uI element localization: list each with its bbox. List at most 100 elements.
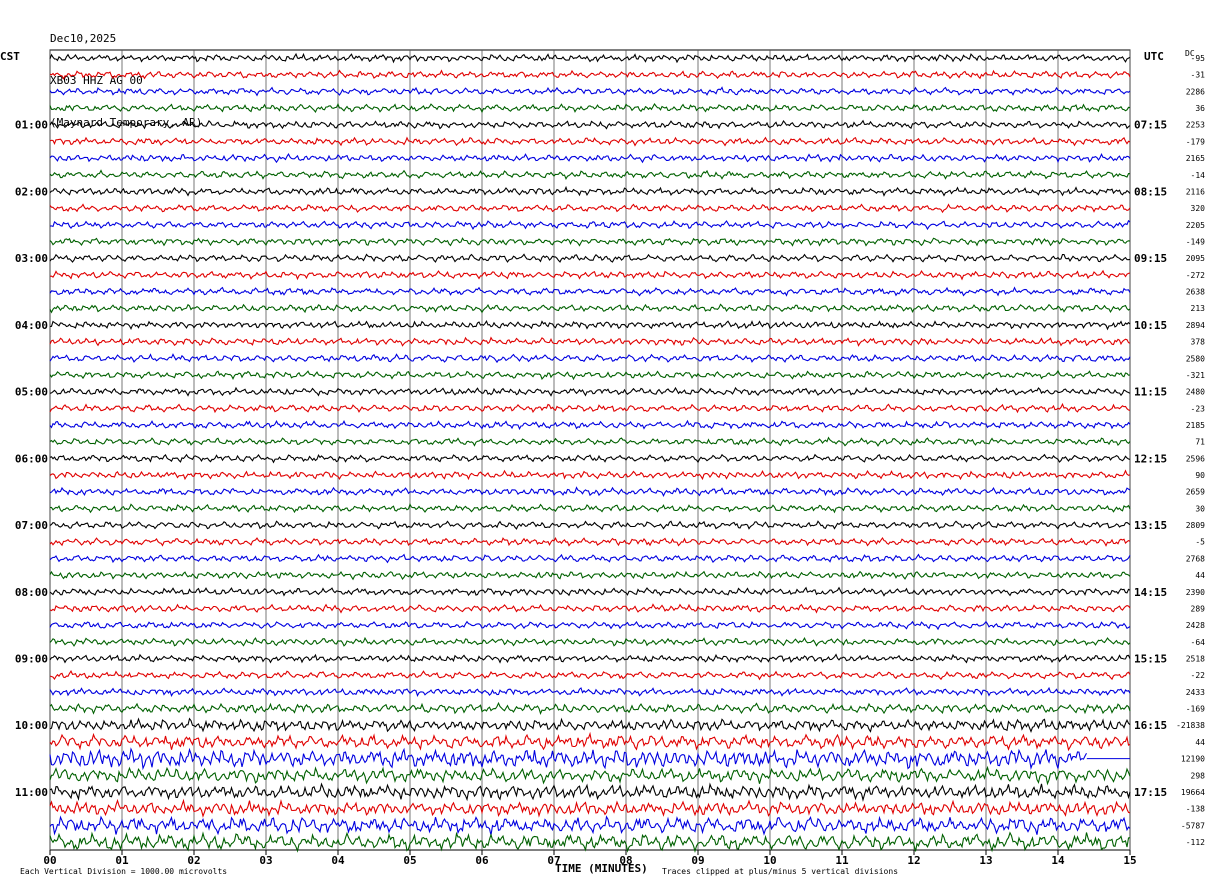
dc-offset-label: -272: [1186, 271, 1205, 280]
trace-row-15: [49, 303, 1131, 314]
trace-row-28: [49, 520, 1131, 531]
dc-offset-label: -64: [1191, 638, 1206, 647]
trace-layer: [49, 52, 1131, 853]
right-hour-label: 08:15: [1134, 185, 1167, 198]
trace-row-7: [49, 169, 1131, 181]
trace-row-41: [49, 731, 1131, 752]
trace-row-35: [49, 636, 1131, 647]
dc-offset-label: 378: [1191, 338, 1206, 347]
dc-offset-label: 36: [1195, 104, 1205, 113]
right-hour-label: 11:15: [1134, 386, 1167, 399]
trace-row-16: [49, 319, 1131, 331]
dc-offset-label: 2116: [1186, 187, 1205, 196]
dc-offset-label: -321: [1186, 371, 1205, 380]
trace-row-13: [50, 269, 1131, 281]
dc-offset-label: 2768: [1186, 554, 1205, 563]
dc-offset-label: 2894: [1186, 321, 1205, 330]
trace-row-37: [49, 669, 1131, 681]
date-label: Dec10,2025: [50, 32, 117, 45]
trace-row-20: [49, 386, 1131, 397]
left-hour-label: 09:00: [15, 653, 48, 666]
x-tick-label: 07: [547, 854, 560, 867]
trace-row-8: [49, 185, 1131, 197]
dc-offset-label: -31: [1191, 71, 1206, 80]
right-hour-label: 17:15: [1134, 786, 1167, 799]
dc-offset-label: 2205: [1186, 221, 1205, 230]
x-tick-label: 14: [1051, 854, 1065, 867]
trace-row-11: [49, 237, 1131, 247]
x-axis-title: TIME (MINUTES): [555, 862, 648, 875]
dc-offset-label: -5787: [1181, 821, 1205, 830]
right-hour-label: 16:15: [1134, 719, 1167, 732]
trace-row-45: [49, 798, 1131, 818]
left-hour-label: 05:00: [15, 386, 48, 399]
chart-grid: [49, 49, 1131, 855]
trace-row-21: [49, 402, 1131, 414]
dc-offset-label: 90: [1195, 471, 1205, 480]
trace-row-26: [49, 486, 1131, 497]
x-tick-label: 03: [259, 854, 272, 867]
dc-offset-label: 2580: [1186, 354, 1205, 363]
trace-row-5: [49, 136, 1131, 147]
dc-offset-label: 320: [1191, 204, 1206, 213]
dc-offset-label: -14: [1191, 171, 1206, 180]
x-tick-label: 01: [115, 854, 129, 867]
trace-row-32: [49, 586, 1131, 597]
trace-row-1: [49, 69, 1131, 80]
trace-row-23: [49, 436, 1131, 447]
trace-row-27: [49, 503, 1131, 514]
right-timezone-label: UTC: [1144, 50, 1164, 63]
trace-row-12: [49, 253, 1131, 263]
dc-offset-label: 2165: [1186, 154, 1205, 163]
dc-offset-label: -21838: [1176, 721, 1205, 730]
dc-offset-label: 12190: [1181, 755, 1205, 764]
dc-offset-label: 2596: [1186, 454, 1205, 463]
right-hour-label: 12:15: [1134, 452, 1167, 465]
left-hour-label: 07:00: [15, 519, 48, 532]
x-tick-label: 13: [979, 854, 992, 867]
trace-row-43: [49, 765, 1131, 786]
left-hour-label: 01:00: [15, 119, 48, 132]
dc-offset-label: 298: [1191, 771, 1206, 780]
left-hour-label: 10:00: [15, 719, 48, 732]
left-hour-label: 04:00: [15, 319, 48, 332]
trace-row-30: [49, 553, 1131, 564]
trace-row-19: [49, 369, 1131, 381]
dc-offset-label: 2253: [1186, 121, 1205, 130]
x-tick-label: 10: [763, 854, 776, 867]
dc-offset-label: 2809: [1186, 521, 1205, 530]
dc-offset-label: -23: [1191, 404, 1206, 413]
dc-offset-label: 2659: [1186, 488, 1205, 497]
right-hour-label: 10:15: [1134, 319, 1167, 332]
trace-row-9: [49, 203, 1131, 214]
trace-row-4: [49, 119, 1131, 130]
trace-row-0: [49, 52, 1131, 64]
dc-offset-label: 19664: [1181, 788, 1205, 797]
trace-row-46: [49, 815, 1131, 836]
trace-row-44: [49, 782, 1131, 802]
trace-row-17: [49, 336, 1131, 347]
x-tick-label: 00: [43, 854, 56, 867]
trace-row-14: [49, 286, 1131, 297]
trace-row-42: [49, 747, 1087, 771]
left-hour-label: 03:00: [15, 252, 48, 265]
dc-offset-label: -179: [1186, 137, 1205, 146]
dc-offset-label: 2638: [1186, 288, 1205, 297]
dc-offset-label: 30: [1195, 504, 1205, 513]
trace-row-31: [49, 570, 1131, 581]
dc-offset-label: 44: [1195, 571, 1205, 580]
trace-row-3: [49, 102, 1131, 114]
right-hour-label: 15:15: [1134, 653, 1167, 666]
dc-offset-label: 2390: [1186, 588, 1205, 597]
x-tick-label: 12: [907, 854, 920, 867]
x-tick-label: 08: [619, 854, 632, 867]
x-tick-label: 15: [1123, 854, 1136, 867]
right-hour-label: 13:15: [1134, 519, 1167, 532]
trace-row-2: [49, 86, 1131, 97]
dc-offset-label: 2185: [1186, 421, 1205, 430]
dc-offset-label: -149: [1186, 237, 1205, 246]
trace-row-39: [49, 701, 1131, 715]
dc-offset-label: -112: [1186, 838, 1205, 847]
trace-row-24: [49, 453, 1131, 464]
dc-offset-label: -169: [1186, 705, 1205, 714]
